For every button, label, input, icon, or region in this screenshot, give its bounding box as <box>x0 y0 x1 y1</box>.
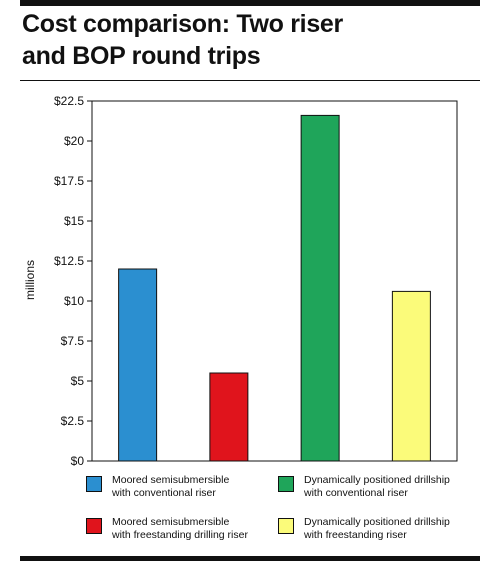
y-tick-label: $7.5 <box>61 334 85 348</box>
y-tick-label: $22.5 <box>54 94 84 108</box>
bottom-rule <box>20 556 480 561</box>
legend-swatch <box>278 518 294 534</box>
title-separator <box>20 80 480 81</box>
legend-item: Dynamically positioned drillship with co… <box>278 474 474 500</box>
bar-chart: $0 $2.5 $5 $7.5 $10 $12.5 $15 $17.5 $20 $22.5 mil… <box>23 94 458 468</box>
legend-swatch <box>86 518 102 534</box>
bar <box>209 372 249 462</box>
legend-label: Moored semisubmersible with conventional… <box>112 474 230 499</box>
legend-item: Moored semisubmersible with freestanding… <box>86 516 282 542</box>
legend-item: Moored semisubmersible with conventional… <box>86 474 282 500</box>
y-axis-label: millions <box>23 260 37 300</box>
bar <box>300 114 340 462</box>
legend-label: Dynamically positioned drillship with fr… <box>304 516 450 541</box>
y-tick-label: $15 <box>64 214 84 228</box>
legend-label: Dynamically positioned drillship with co… <box>304 474 450 499</box>
bar <box>391 290 431 462</box>
y-tick-label: $17.5 <box>54 174 84 188</box>
chart-title: Cost comparison: Two riser and BOP round… <box>22 10 343 70</box>
y-tick-label: $5 <box>71 374 85 388</box>
legend-swatch <box>86 476 102 492</box>
legend: Moored semisubmersible with conventional… <box>86 474 486 554</box>
plot-frame <box>91 100 458 462</box>
legend-swatch <box>278 476 294 492</box>
top-rule <box>20 0 480 6</box>
y-tick-label: $0 <box>71 454 85 468</box>
y-tick-label: $10 <box>64 294 84 308</box>
legend-label: Moored semisubmersible with freestanding… <box>112 516 248 541</box>
legend-item: Dynamically positioned drillship with fr… <box>278 516 474 542</box>
bar <box>118 268 158 462</box>
y-tick-label: $12.5 <box>54 254 84 268</box>
y-tick-label: $2.5 <box>61 414 85 428</box>
y-tick-label: $20 <box>64 134 84 148</box>
